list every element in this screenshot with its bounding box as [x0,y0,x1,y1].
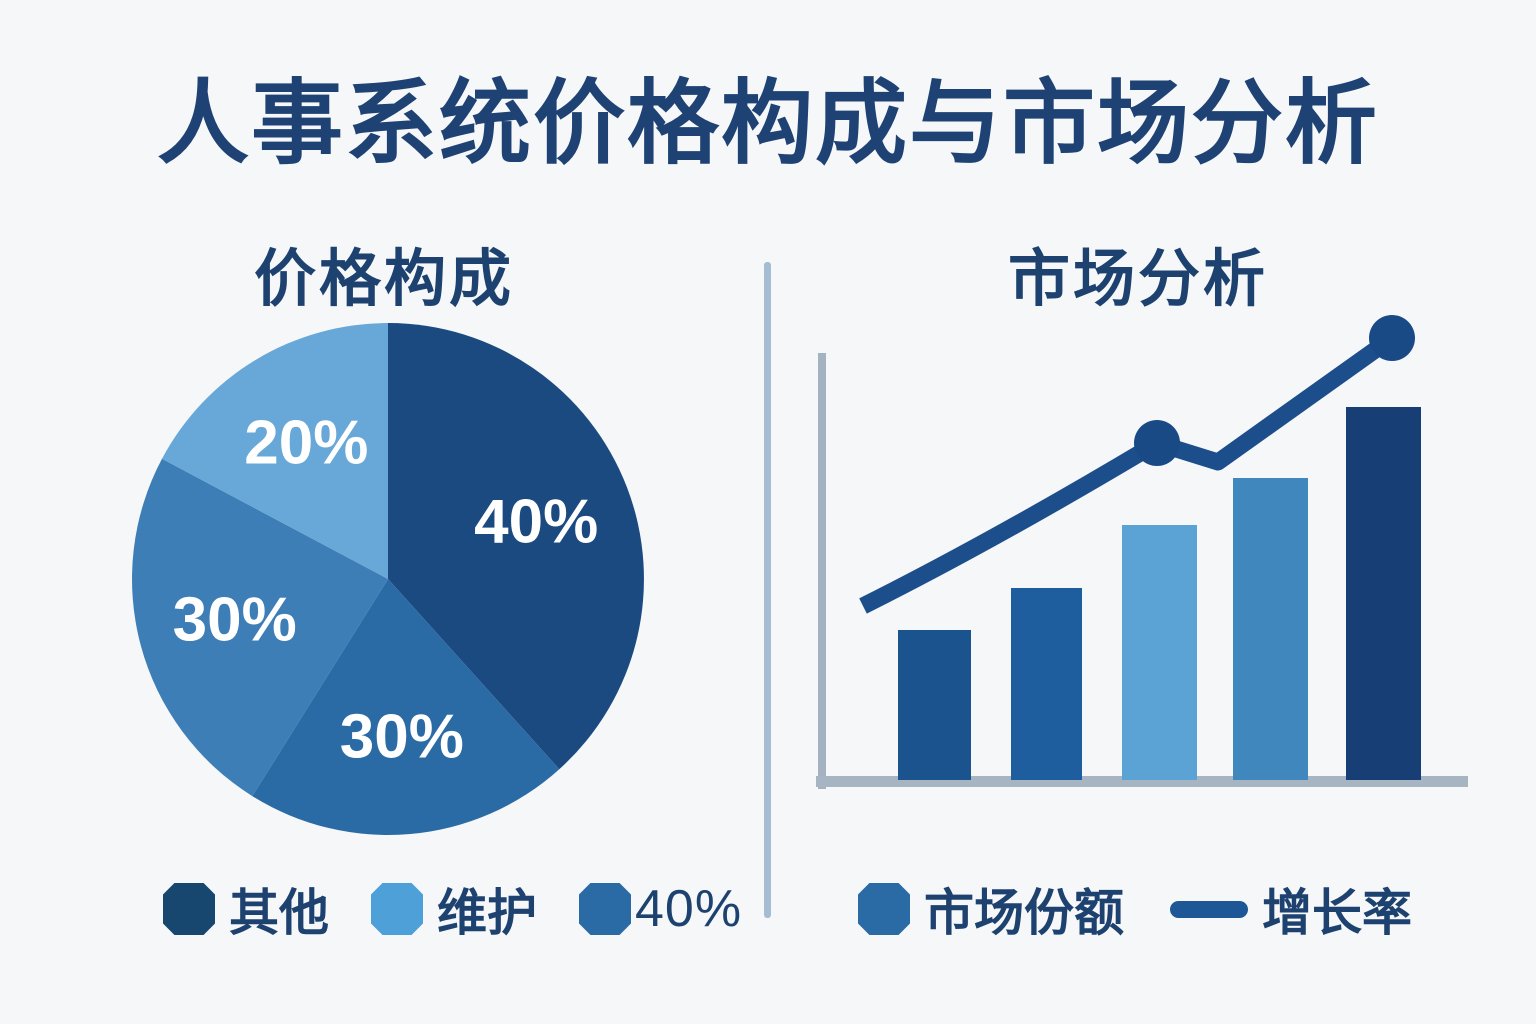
pie-slice [252,579,560,835]
bar-line-chart [816,315,1468,789]
pie-slice [388,323,644,770]
legend-label: 40% [635,880,743,938]
bar-legend-item-growth-rate: 增长率 [1170,873,1412,945]
bar-legend: 市场份额 增长率 [858,878,1412,941]
page-title: 人事系统价格构成与市场分析 [156,73,1379,175]
pie-slice-label: 30% [340,703,464,772]
bar-market-share [1011,588,1082,780]
pie-slice-label: 40% [474,488,598,557]
bar-legend-item-market-share: 市场份额 [858,873,1124,945]
legend-swatch-icon [163,883,215,935]
bar-market-share [898,630,971,780]
growth-rate-marker [1369,315,1415,361]
y-axis [818,353,826,789]
legend-label: 维护 [437,885,537,941]
pie-legend-item-other: 其他 [163,873,329,945]
pie-slice-label: 20% [244,409,368,478]
legend-label: 增长率 [1262,885,1412,941]
pie-slice-label: 30% [173,586,297,655]
bar-market-share [1233,478,1308,780]
pie-slice [162,323,388,579]
x-axis [816,776,1468,787]
legend-swatch-icon [371,883,423,935]
panel-divider [764,262,771,918]
legend-swatch-icon [579,883,631,935]
bar-market-share [1122,525,1197,780]
bar-market-share [1346,407,1421,780]
pie-chart: 40% 30% 30% 20% [132,323,644,835]
pie-section-title: 价格构成 [253,245,514,314]
legend-swatch-icon [858,883,910,935]
pie-slice [132,458,388,797]
pie-legend: 其他 维护 40% [163,878,742,941]
pie-legend-item-maintenance: 维护 [371,873,537,945]
growth-rate-marker [1134,420,1180,466]
pie-legend-item-40pct: 40% [579,879,742,939]
legend-label: 市场份额 [924,885,1124,941]
legend-label: 其他 [229,885,329,941]
legend-line-swatch-icon [1170,900,1248,918]
bar-section-title: 市场分析 [1007,245,1268,314]
